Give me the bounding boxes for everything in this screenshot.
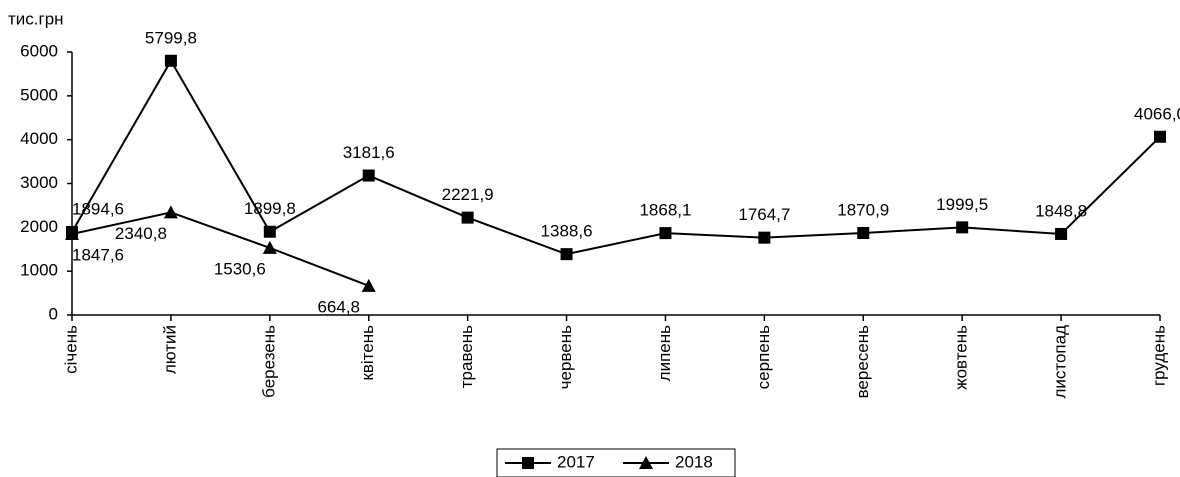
data-label: 2340,8: [115, 224, 167, 243]
data-point: [362, 169, 375, 182]
data-label: 1530,6: [214, 259, 266, 278]
data-point: [262, 240, 277, 254]
data-label: 1848,8: [1035, 201, 1087, 220]
data-point: [758, 231, 771, 244]
data-point: [263, 225, 276, 238]
y-tick-label: 0: [49, 304, 58, 323]
x-tick-label: липень: [655, 325, 674, 381]
data-point: [1055, 227, 1068, 240]
x-tick-label: червень: [556, 325, 575, 389]
series-line: [71, 58, 1161, 256]
data-label: 664,8: [317, 297, 360, 316]
data-point: [956, 221, 969, 234]
x-tick-label: серпень: [754, 325, 773, 389]
legend-box: [496, 448, 736, 477]
x-tick-label: травень: [457, 325, 476, 388]
x-tick-label: квітень: [358, 325, 377, 381]
series-line: [71, 211, 370, 287]
x-tick-label: грудень: [1149, 325, 1168, 386]
x-tick-label: вересень: [853, 325, 872, 399]
y-tick-label: 3000: [20, 173, 58, 192]
data-point: [1154, 130, 1166, 143]
data-label: 1870,9: [837, 200, 889, 219]
x-tick-label: лютий: [160, 325, 179, 374]
data-label: 1894,6: [72, 199, 124, 218]
y-axis-label: тис.грн: [8, 9, 64, 28]
data-label: 1999,5: [936, 195, 988, 214]
x-tick-label: березень: [259, 325, 278, 398]
data-label: 1899,8: [244, 199, 296, 218]
legend-label: 2018: [675, 452, 713, 471]
data-point: [361, 278, 376, 292]
data-point: [65, 227, 79, 241]
y-tick-label: 1000: [20, 261, 58, 280]
y-tick-label: 5000: [20, 85, 58, 104]
data-point: [163, 205, 178, 219]
legend-label: 2017: [557, 452, 595, 471]
legend-marker: [639, 456, 653, 469]
data-label: 1847,6: [72, 245, 124, 264]
data-point: [659, 227, 672, 240]
data-label: 5799,8: [145, 28, 197, 47]
x-tick-label: жовтень: [952, 325, 971, 390]
data-label: 1764,7: [738, 205, 790, 224]
y-tick-label: 2000: [20, 217, 58, 236]
data-label: 4066,0: [1134, 104, 1180, 123]
x-tick-label: листопад: [1051, 325, 1070, 399]
data-point: [461, 211, 474, 224]
data-point: [560, 248, 573, 261]
y-tick-label: 6000: [20, 41, 58, 60]
x-tick-label: січень: [61, 325, 80, 374]
legend-marker: [522, 457, 534, 469]
data-label: 3181,6: [343, 143, 395, 162]
data-label: 2221,9: [442, 185, 494, 204]
data-point: [164, 54, 177, 67]
data-label: 1868,1: [639, 201, 691, 220]
y-tick-label: 4000: [20, 129, 58, 148]
data-point: [857, 226, 870, 239]
data-label: 1388,6: [541, 222, 593, 241]
